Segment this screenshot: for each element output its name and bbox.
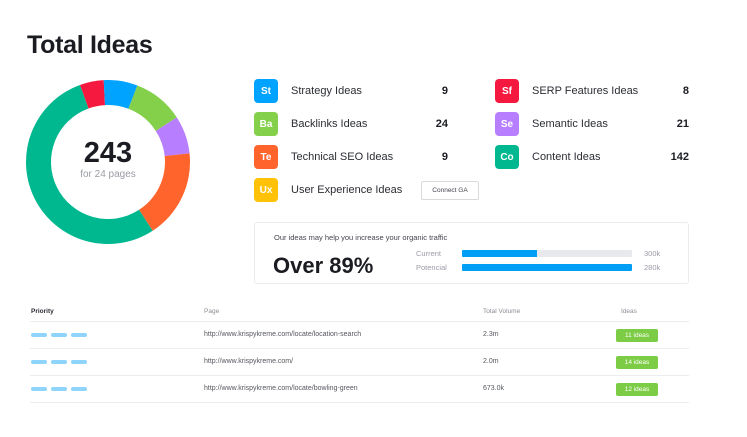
category-label: SERP Features Ideas	[532, 85, 639, 97]
ideas-count-button[interactable]: 12 ideas	[616, 383, 658, 396]
priority-indicator	[31, 333, 87, 337]
ideas-donut-chart: 243 for 24 pages	[26, 80, 190, 244]
traffic-note: Our ideas may help you increase your org…	[274, 233, 448, 242]
donut-svg	[26, 80, 190, 244]
table-row[interactable]: http://www.krispykreme.com/locate/locati…	[30, 322, 689, 349]
column-header-ideas[interactable]: Ideas	[621, 308, 637, 315]
current-traffic-bar	[462, 250, 632, 257]
page-title: Total Ideas	[27, 31, 153, 59]
category-count: 142	[670, 151, 689, 163]
category-backlinks[interactable]: Ba Backlinks Ideas 24	[254, 112, 448, 136]
category-label: Strategy Ideas	[291, 85, 362, 97]
category-label: Content Ideas	[532, 151, 601, 163]
column-header-priority[interactable]: Priority	[31, 308, 54, 315]
page-url-link[interactable]: http://www.krispykreme.com/locate/locati…	[204, 331, 362, 338]
donut-segment-content[interactable]	[26, 84, 153, 244]
column-header-page[interactable]: Page	[204, 308, 220, 315]
category-count: 8	[682, 85, 689, 97]
backlinks-badge-icon: Ba	[254, 112, 278, 136]
table-row[interactable]: http://www.krispykreme.com/locate/bowlin…	[30, 376, 689, 403]
strategy-badge-icon: St	[254, 79, 278, 103]
total-volume: 2.0m	[483, 358, 499, 365]
traffic-increase-headline: Over 89%	[273, 253, 374, 278]
category-count: 24	[435, 118, 448, 130]
total-volume: 673.0k	[483, 385, 505, 392]
potential-traffic-bar	[462, 264, 632, 271]
category-label: Backlinks Ideas	[291, 118, 368, 130]
donut-center: 243 for 24 pages	[26, 80, 190, 244]
category-count: 21	[676, 118, 689, 130]
category-label: Technical SEO Ideas	[291, 151, 394, 163]
total-volume: 2.3m	[483, 331, 499, 338]
potential-bar-value: 280k	[644, 263, 661, 272]
content-badge-icon: Co	[495, 145, 519, 169]
category-count: 9	[441, 151, 448, 163]
column-header-total-volume[interactable]: Total Volume	[483, 308, 521, 315]
potential-bar-label: Potencial	[416, 263, 447, 272]
priority-indicator	[31, 387, 87, 391]
category-label: Semantic Ideas	[532, 118, 608, 130]
category-label: User Experience Ideas	[291, 184, 403, 196]
connect-ga-button[interactable]: Connect GA	[421, 181, 479, 200]
ideas-count-button[interactable]: 11 ideas	[616, 329, 658, 342]
current-bar-label: Current	[416, 249, 442, 258]
donut-segment-backlinks[interactable]	[128, 85, 177, 131]
category-strategy[interactable]: St Strategy Ideas 9	[254, 79, 448, 103]
category-technical-seo[interactable]: Te Technical SEO Ideas 9	[254, 145, 448, 169]
serp-features-badge-icon: Sf	[495, 79, 519, 103]
category-user-experience[interactable]: Ux User Experience Ideas	[254, 178, 402, 202]
traffic-potential-panel: Our ideas may help you increase your org…	[254, 222, 689, 284]
potential-traffic-bar-fill	[462, 264, 632, 271]
donut-segment-technical-seo[interactable]	[139, 153, 190, 231]
category-serp-features[interactable]: Sf SERP Features Ideas 8	[495, 79, 689, 103]
donut-segment-serp-features[interactable]	[79, 80, 106, 109]
pages-table: Priority Page Total Volume Ideas http://…	[30, 305, 689, 403]
ideas-count-button[interactable]: 14 ideas	[616, 356, 658, 369]
donut-segment-strategy[interactable]	[103, 80, 138, 109]
pages-count-label: for 24 pages	[80, 169, 136, 180]
table-header: Priority Page Total Volume Ideas	[30, 305, 689, 322]
category-count: 9	[441, 85, 448, 97]
current-traffic-bar-fill	[462, 250, 537, 257]
category-semantic[interactable]: Se Semantic Ideas 21	[495, 112, 689, 136]
priority-indicator	[31, 360, 87, 364]
current-bar-value: 300k	[644, 249, 661, 258]
page-url-link[interactable]: http://www.krispykreme.com/locate/bowlin…	[204, 385, 358, 392]
page-url-link[interactable]: http://www.krispykreme.com/	[204, 358, 294, 365]
semantic-badge-icon: Se	[495, 112, 519, 136]
donut-segment-semantic[interactable]	[155, 117, 190, 157]
category-content[interactable]: Co Content Ideas 142	[495, 145, 689, 169]
total-ideas-count: 243	[83, 137, 133, 169]
table-row[interactable]: http://www.krispykreme.com/ 2.0m 14 idea…	[30, 349, 689, 376]
user-experience-badge-icon: Ux	[254, 178, 278, 202]
technical-seo-badge-icon: Te	[254, 145, 278, 169]
